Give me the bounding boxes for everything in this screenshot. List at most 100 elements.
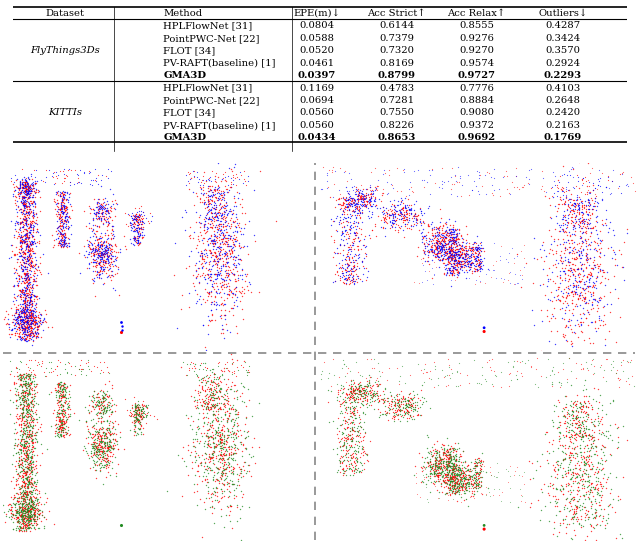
Point bbox=[212, 260, 222, 269]
Point bbox=[189, 167, 199, 175]
Point bbox=[22, 464, 33, 473]
Point bbox=[202, 426, 212, 434]
Point bbox=[57, 194, 67, 203]
Point bbox=[449, 229, 459, 238]
Point bbox=[445, 230, 456, 239]
Point bbox=[20, 451, 31, 459]
Point bbox=[452, 470, 463, 478]
Point bbox=[33, 490, 43, 498]
Point bbox=[216, 474, 226, 483]
Point bbox=[15, 372, 26, 381]
Point bbox=[206, 300, 216, 308]
Point bbox=[32, 219, 42, 228]
Point bbox=[30, 407, 40, 416]
Point bbox=[440, 237, 450, 246]
Point bbox=[130, 428, 140, 437]
Point bbox=[525, 503, 536, 512]
Point bbox=[198, 364, 209, 373]
Point bbox=[206, 214, 216, 223]
Point bbox=[225, 266, 235, 275]
Point bbox=[360, 201, 371, 210]
Point bbox=[346, 453, 356, 462]
Point bbox=[343, 262, 353, 270]
Point bbox=[59, 382, 69, 391]
Point bbox=[584, 452, 594, 460]
Point bbox=[466, 479, 476, 488]
Point bbox=[199, 418, 209, 426]
Point bbox=[213, 214, 223, 223]
Point bbox=[207, 195, 218, 204]
Point bbox=[358, 401, 368, 409]
Point bbox=[552, 461, 563, 470]
Point bbox=[14, 452, 24, 461]
Point bbox=[15, 251, 26, 260]
Point bbox=[216, 209, 227, 218]
Point bbox=[145, 209, 155, 217]
Point bbox=[466, 477, 476, 485]
Point bbox=[392, 390, 402, 399]
Point bbox=[401, 405, 411, 414]
Point bbox=[8, 314, 19, 323]
Point bbox=[433, 469, 443, 477]
Point bbox=[588, 370, 598, 378]
Point bbox=[486, 470, 496, 479]
Point bbox=[24, 406, 35, 415]
Point bbox=[205, 380, 215, 388]
Point bbox=[28, 463, 38, 472]
Point bbox=[25, 288, 35, 297]
Point bbox=[56, 394, 67, 402]
Point bbox=[17, 222, 28, 231]
Point bbox=[365, 395, 375, 403]
Point bbox=[54, 427, 64, 435]
Point bbox=[28, 184, 38, 193]
Point bbox=[353, 390, 364, 399]
Point bbox=[356, 391, 366, 400]
Point bbox=[570, 261, 580, 269]
Point bbox=[95, 263, 106, 272]
Point bbox=[570, 214, 580, 223]
Point bbox=[93, 450, 103, 459]
Point bbox=[436, 213, 447, 222]
Point bbox=[465, 473, 475, 482]
Point bbox=[223, 414, 233, 422]
Point bbox=[536, 506, 547, 514]
Point bbox=[427, 452, 437, 460]
Point bbox=[405, 398, 415, 407]
Point bbox=[13, 291, 23, 300]
Point bbox=[188, 279, 198, 287]
Point bbox=[230, 261, 241, 270]
Point bbox=[12, 388, 22, 397]
Point bbox=[13, 326, 24, 334]
Point bbox=[472, 259, 482, 268]
Point bbox=[470, 265, 481, 274]
Point bbox=[88, 214, 98, 223]
Point bbox=[452, 251, 463, 260]
Point bbox=[472, 459, 483, 468]
Point bbox=[477, 370, 488, 379]
Point bbox=[205, 191, 216, 200]
Point bbox=[200, 376, 210, 384]
Point bbox=[232, 500, 243, 509]
Point bbox=[353, 384, 363, 393]
Point bbox=[454, 461, 465, 470]
Point bbox=[24, 312, 35, 321]
Point bbox=[339, 456, 349, 465]
Point bbox=[14, 483, 24, 491]
Point bbox=[594, 166, 604, 174]
Point bbox=[19, 194, 29, 203]
Point bbox=[14, 319, 24, 328]
Point bbox=[595, 181, 605, 190]
Point bbox=[358, 195, 369, 204]
Point bbox=[588, 514, 598, 522]
Point bbox=[412, 216, 422, 225]
Point bbox=[90, 441, 100, 450]
Text: 0.2924: 0.2924 bbox=[545, 59, 580, 68]
Point bbox=[572, 419, 582, 428]
Point bbox=[19, 194, 29, 203]
Text: PointPWC-Net [22]: PointPWC-Net [22] bbox=[163, 96, 260, 105]
Point bbox=[218, 245, 228, 254]
Point bbox=[216, 425, 226, 434]
Point bbox=[349, 386, 359, 394]
Point bbox=[398, 216, 408, 224]
Point bbox=[25, 503, 35, 512]
